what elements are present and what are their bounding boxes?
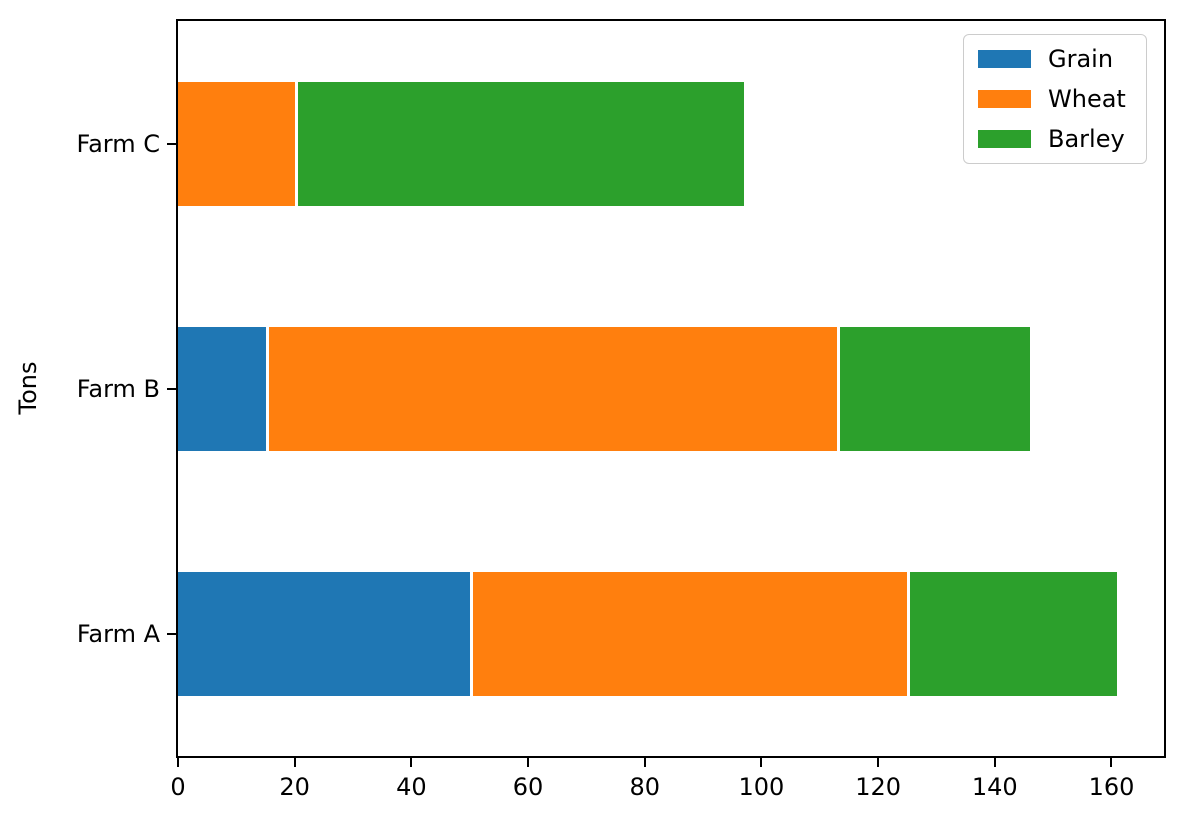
x-tick-mark — [760, 758, 763, 767]
legend-item-grain: Grain — [978, 45, 1126, 73]
x-tick-label: 0 — [170, 773, 186, 801]
bar-segment-farm-a-grain — [178, 572, 470, 696]
y-tick-mark — [167, 143, 176, 145]
bar-segment-farm-b-barley — [837, 327, 1030, 451]
legend-swatch-wheat — [978, 90, 1031, 108]
bar-segment-farm-a-wheat — [469, 572, 908, 696]
x-tick-label: 20 — [279, 773, 310, 801]
x-tick-label: 120 — [855, 773, 902, 801]
y-tick-mark — [167, 388, 176, 390]
x-tick-label: 100 — [738, 773, 785, 801]
x-tick-mark — [410, 758, 413, 767]
legend-item-wheat: Wheat — [978, 85, 1126, 113]
legend-swatch-barley — [978, 130, 1031, 148]
x-tick-label: 80 — [629, 773, 661, 801]
bar-segment-farm-c-wheat — [178, 82, 295, 206]
legend: Grain Wheat Barley — [963, 34, 1147, 164]
legend-label: Barley — [1048, 125, 1125, 153]
x-tick-mark — [1110, 758, 1113, 767]
x-tick-mark — [993, 758, 996, 767]
bar-segment-farm-b-grain — [178, 327, 266, 451]
x-tick-mark — [643, 758, 646, 767]
x-tick-label: 140 — [971, 773, 1018, 801]
x-tick-mark — [177, 758, 179, 767]
legend-item-barley: Barley — [978, 125, 1126, 153]
y-tick-label-farm-b: Farm B — [76, 375, 160, 403]
bar-segment-farm-a-barley — [907, 572, 1118, 696]
x-tick-mark — [293, 758, 296, 767]
x-tick-mark — [527, 758, 530, 767]
y-tick-label-farm-a: Farm A — [76, 620, 160, 648]
x-tick-label: 40 — [396, 773, 427, 801]
y-tick-mark — [167, 633, 176, 635]
legend-label: Grain — [1048, 45, 1114, 73]
x-tick-label: 160 — [1088, 773, 1135, 801]
x-tick-mark — [877, 758, 880, 767]
x-tick-label: 60 — [512, 773, 544, 801]
bar-segment-farm-c-barley — [294, 82, 744, 206]
legend-swatch-grain — [978, 50, 1031, 68]
bar-segment-farm-b-wheat — [265, 327, 838, 451]
legend-label: Wheat — [1048, 85, 1126, 113]
y-tick-label-farm-c: Farm C — [76, 130, 160, 158]
